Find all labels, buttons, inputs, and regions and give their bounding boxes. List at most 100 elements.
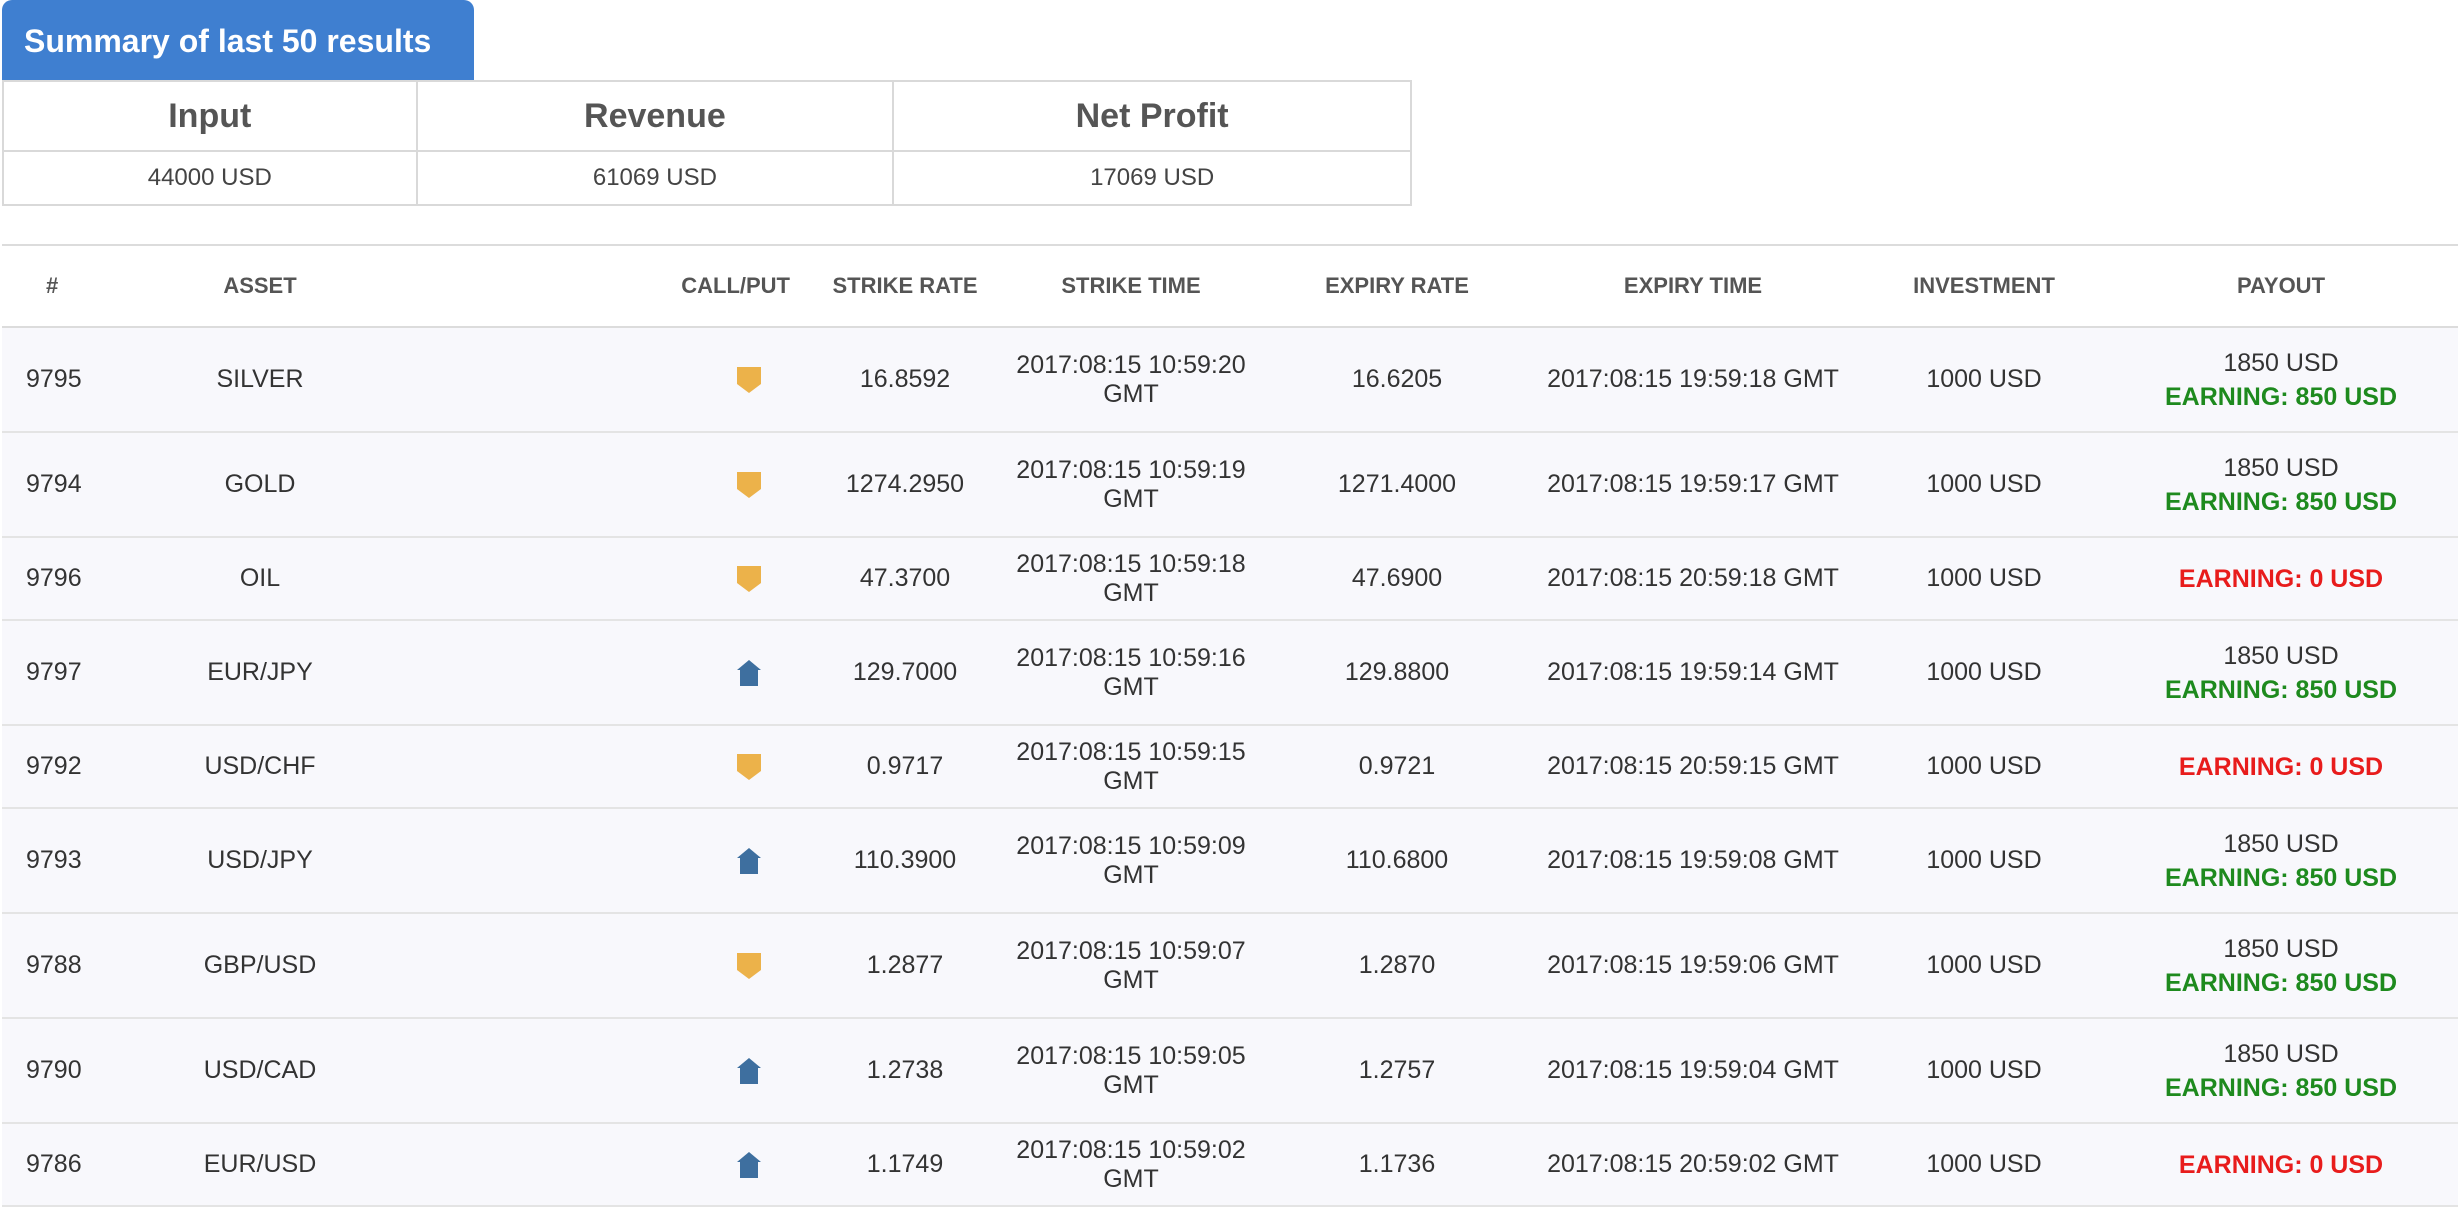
table-row: 9793 USD/JPY 110.3900 2017:08:15 10:59:09 G… [2,808,2458,914]
cell-investment: 1000 USD [1864,725,2104,809]
cell-strike-time: 2017:08:15 10:59:15 GMT [990,725,1272,809]
cell-strike-rate: 1.1749 [820,1123,990,1207]
cell-id: 9792 [2,725,102,809]
cell-asset: USD/JPY [102,808,418,914]
payout-cell: 1850 USD EARNING: 850 USD [2104,620,2458,726]
cell-expiry-time: 2017:08:15 19:59:14 GMT [1522,620,1864,726]
cell-id: 9788 [2,913,102,1019]
cell-id: 9790 [2,1018,102,1124]
call-arrow-up-icon [736,1057,762,1085]
cell-id: 9794 [2,432,102,538]
payout-cell: 1850 USD EARNING: 850 USD [2104,808,2458,914]
cell-expiry-time: 2017:08:15 19:59:06 GMT [1522,913,1864,1019]
cell-expiry-rate: 110.6800 [1272,808,1522,914]
cell-expiry-rate: 1.2757 [1272,1018,1522,1124]
cell-id: 9793 [2,808,102,914]
table-row: 9792 USD/CHF 0.9717 2017:08:15 10:59:15 GMT… [2,725,2458,809]
call-arrow-up-icon [736,1151,762,1179]
cell-strike-rate: 1274.2950 [820,432,990,538]
summary-header-revenue: Revenue [415,80,895,152]
table-row: 9786 EUR/USD 1.1749 2017:08:15 10:59:02 GMT… [2,1123,2458,1207]
table-row: 9797 EUR/JPY 129.7000 2017:08:15 10:59:16 G… [2,620,2458,726]
table-row: 9790 USD/CAD 1.2738 2017:08:15 10:59:05 GMT… [2,1018,2458,1124]
cell-strike-time: 2017:08:15 10:59:05 GMT [990,1018,1272,1124]
cell-id: 9795 [2,327,102,433]
column-header-id: # [2,245,102,328]
summary-header-net-profit: Net Profit [892,80,1412,152]
column-header-expiry-time: EXPIRY TIME [1522,245,1864,328]
put-arrow-down-icon [736,366,762,394]
payout-cell: EARNING: 0 USD [2104,1123,2458,1207]
cell-investment: 1000 USD [1864,1018,2104,1124]
cell-asset: GBP/USD [102,913,418,1019]
results-header-row: # ASSET CALL/PUT STRIKE RATE STRIKE TIME… [2,245,2458,328]
cell-investment: 1000 USD [1864,537,2104,621]
cell-strike-rate: 47.3700 [820,537,990,621]
cell-strike-rate: 16.8592 [820,327,990,433]
payout-cell: 1850 USD EARNING: 850 USD [2104,913,2458,1019]
column-header-strike-time: STRIKE TIME [990,245,1272,328]
cell-expiry-rate: 1271.4000 [1272,432,1522,538]
put-arrow-down-icon [736,565,762,593]
payout-cell: 1850 USD EARNING: 850 USD [2104,327,2458,433]
results-table: # ASSET CALL/PUT STRIKE RATE STRIKE TIME… [2,244,2458,1207]
payout-cell: 1850 USD EARNING: 850 USD [2104,1018,2458,1124]
cell-expiry-rate: 1.1736 [1272,1123,1522,1207]
summary-value-input: 44000 USD [2,150,418,206]
cell-expiry-rate: 1.2870 [1272,913,1522,1019]
earning-label: EARNING: 0 USD [2178,752,2384,781]
call-put-cell [418,327,820,433]
cell-expiry-time: 2017:08:15 20:59:15 GMT [1522,725,1864,809]
payout-cell: EARNING: 0 USD [2104,537,2458,621]
payout-amount: 1850 USD [2223,829,2339,858]
column-header-call-put: CALL/PUT [418,245,820,328]
cell-expiry-rate: 47.6900 [1272,537,1522,621]
cell-strike-time: 2017:08:15 10:59:20 GMT [990,327,1272,433]
column-header-expiry-rate: EXPIRY RATE [1272,245,1522,328]
cell-expiry-rate: 129.8800 [1272,620,1522,726]
cell-expiry-rate: 0.9721 [1272,725,1522,809]
earning-label: EARNING: 850 USD [2165,487,2397,516]
column-header-asset: ASSET [102,245,418,328]
cell-asset: USD/CHF [102,725,418,809]
earning-label: EARNING: 0 USD [2178,564,2384,593]
call-put-cell [418,1123,820,1207]
summary-table: Input Revenue Net Profit 44000 USD 61069… [2,80,1412,206]
cell-expiry-time: 2017:08:15 20:59:02 GMT [1522,1123,1864,1207]
payout-amount: 1850 USD [2223,1039,2339,1068]
cell-strike-time: 2017:08:15 10:59:18 GMT [990,537,1272,621]
cell-expiry-time: 2017:08:15 19:59:04 GMT [1522,1018,1864,1124]
cell-strike-time: 2017:08:15 10:59:16 GMT [990,620,1272,726]
cell-expiry-time: 2017:08:15 19:59:18 GMT [1522,327,1864,433]
column-header-strike-rate: STRIKE RATE [820,245,990,328]
column-header-payout: PAYOUT [2104,245,2458,328]
table-row: 9795 SILVER 16.8592 2017:08:15 10:59:20 GMT… [2,327,2458,433]
table-row: 9788 GBP/USD 1.2877 2017:08:15 10:59:07 GMT… [2,913,2458,1019]
call-put-cell [418,432,820,538]
payout-amount: 1850 USD [2223,934,2339,963]
results-body: 9795 SILVER 16.8592 2017:08:15 10:59:20 GMT… [2,327,2458,1207]
cell-id: 9797 [2,620,102,726]
cell-expiry-time: 2017:08:15 19:59:08 GMT [1522,808,1864,914]
put-arrow-down-icon [736,952,762,980]
summary-value-net-profit: 17069 USD [892,150,1412,206]
call-put-cell [418,537,820,621]
cell-expiry-time: 2017:08:15 19:59:17 GMT [1522,432,1864,538]
cell-asset: GOLD [102,432,418,538]
payout-cell: EARNING: 0 USD [2104,725,2458,809]
cell-strike-rate: 110.3900 [820,808,990,914]
call-arrow-up-icon [736,659,762,687]
summary-title: Summary of last 50 results [2,0,474,82]
cell-strike-time: 2017:08:15 10:59:02 GMT [990,1123,1272,1207]
earning-label: EARNING: 0 USD [2178,1150,2384,1179]
cell-asset: EUR/JPY [102,620,418,726]
cell-strike-time: 2017:08:15 10:59:07 GMT [990,913,1272,1019]
cell-expiry-rate: 16.6205 [1272,327,1522,433]
cell-investment: 1000 USD [1864,808,2104,914]
put-arrow-down-icon [736,471,762,499]
cell-asset: EUR/USD [102,1123,418,1207]
cell-asset: OIL [102,537,418,621]
cell-strike-rate: 1.2738 [820,1018,990,1124]
cell-investment: 1000 USD [1864,1123,2104,1207]
cell-strike-time: 2017:08:15 10:59:19 GMT [990,432,1272,538]
